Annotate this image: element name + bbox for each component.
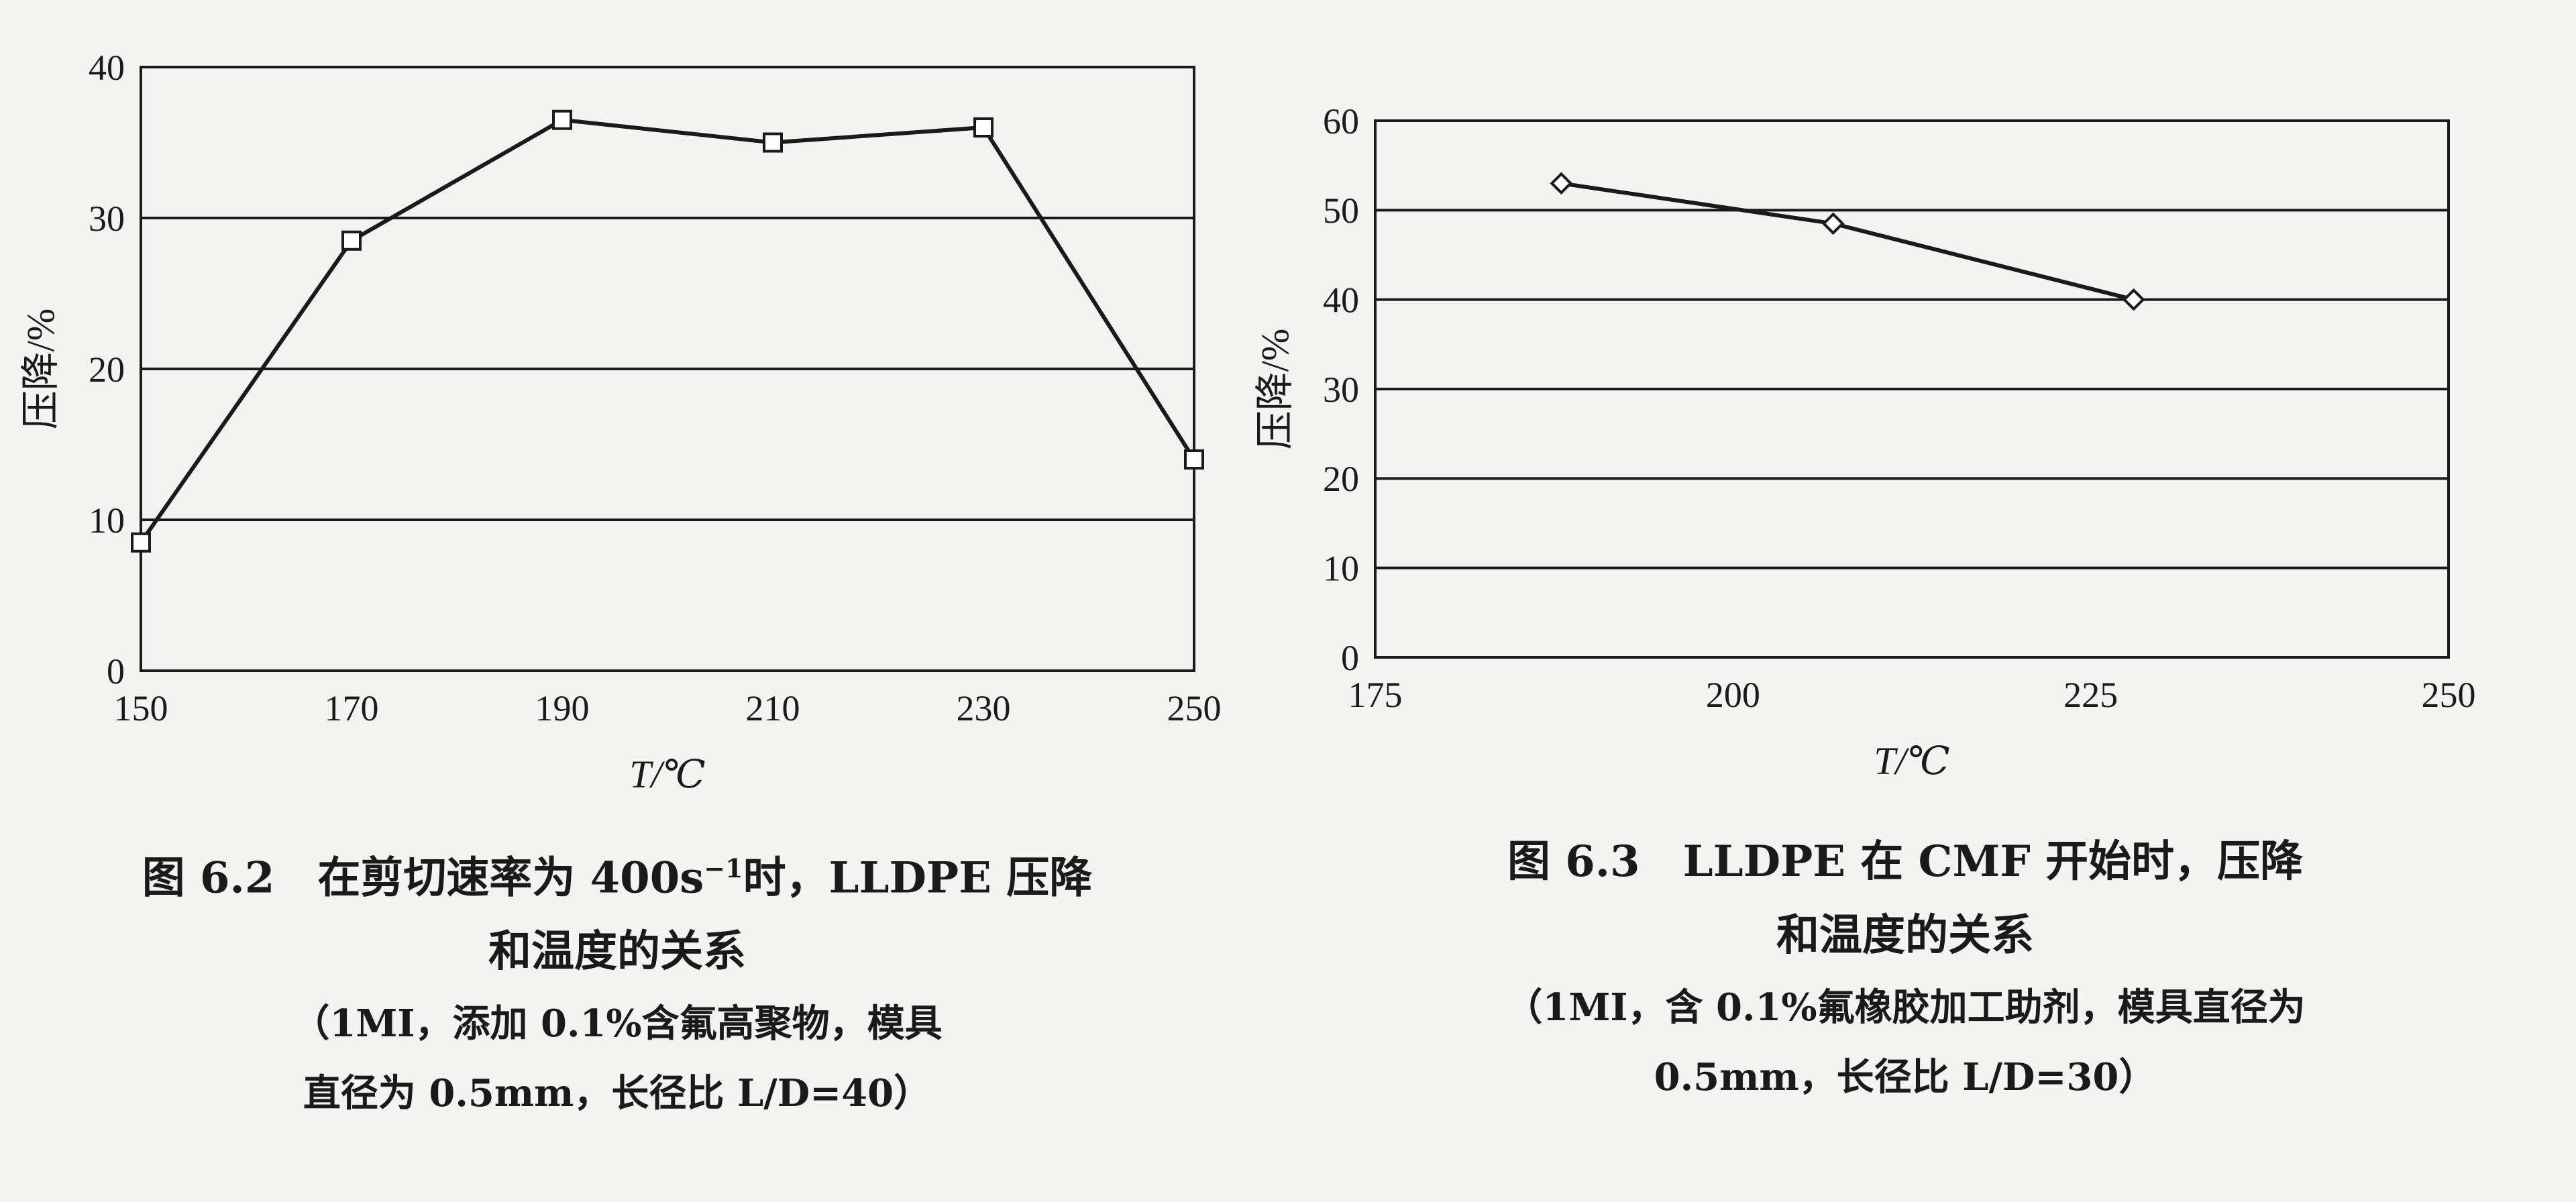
y-tick-label-60: 60 [1323, 101, 1359, 142]
y-axis-label: 压降/% [1253, 329, 1297, 449]
series-line [139, 117, 1196, 544]
caption-fig-6-3-line2: 和温度的关系 [1776, 910, 2034, 961]
caption-fig-6-2-note2: 直径为 0.5mm，长径比 L/D=40） [303, 1071, 932, 1116]
caption-fig-6-2-superscript: −1 [704, 853, 743, 883]
caption-fig-6-2-line1-suffix: 时，LLDPE 压降 [743, 853, 1093, 904]
x-tick-label-225: 225 [2063, 675, 2118, 715]
x-tick-label-175: 175 [1348, 675, 1403, 715]
y-tick-label-20: 20 [89, 349, 125, 390]
y-tick-label-40: 40 [89, 48, 125, 88]
data-point-228 [2122, 288, 2145, 311]
data-point-170 [341, 230, 362, 251]
data-point-207 [1821, 212, 1845, 235]
y-tick-label-10: 10 [1323, 549, 1359, 589]
data-point-188 [1550, 172, 1573, 195]
y-axis-label: 压降/% [19, 309, 62, 429]
x-tick-label-200: 200 [1706, 675, 1760, 715]
x-tick-label-230: 230 [957, 688, 1011, 728]
y-tick-label-50: 50 [1323, 190, 1359, 231]
x-tick-label-250: 250 [2422, 675, 2476, 715]
y-tick-label-20: 20 [1323, 459, 1359, 499]
caption-fig-6-2-note1: （1MI，添加 0.1%含氟高聚物，模具 [292, 1001, 943, 1046]
data-point-190 [552, 109, 572, 130]
x-tick-label-170: 170 [325, 688, 379, 728]
caption-fig-6-3: 图 6.3 LLDPE 在 CMF 开始时，压降 和温度的关系 （1MI，含 0… [1355, 825, 2455, 1112]
x-tick-label-190: 190 [535, 688, 590, 728]
y-tick-label-30: 30 [89, 199, 125, 239]
caption-fig-6-2-line1-prefix: 图 6.2 在剪切速率为 400s [142, 853, 704, 904]
data-point-150 [131, 532, 151, 553]
caption-fig-6-2: 图 6.2 在剪切速率为 400s−1时，LLDPE 压降 和温度的关系 （1M… [40, 832, 1194, 1128]
y-tick-label-10: 10 [89, 500, 125, 541]
caption-fig-6-2-line2: 和温度的关系 [488, 926, 746, 977]
data-point-230 [973, 117, 994, 138]
x-tick-label-210: 210 [746, 688, 800, 728]
x-tick-label-150: 150 [114, 688, 168, 728]
x-axis-label: T/℃ [629, 753, 705, 796]
caption-fig-6-3-note1: （1MI，含 0.1%氟橡胶加工助剂，模具直径为 [1505, 985, 2306, 1030]
y-tick-label-40: 40 [1323, 280, 1359, 321]
x-tick-label-250: 250 [1167, 688, 1222, 728]
y-tick-label-30: 30 [1323, 370, 1359, 410]
caption-fig-6-2-line1: 图 6.2 在剪切速率为 400s−1时，LLDPE 压降 [40, 832, 1194, 915]
caption-fig-6-3-line1: 图 6.3 LLDPE 在 CMF 开始时，压降 [1507, 836, 2304, 887]
data-point-210 [763, 132, 783, 153]
y-tick-label-0: 0 [1341, 638, 1359, 678]
chart-fig-6-2: 0 10 20 30 40 150 170 190 210 230 250 T/℃ 压降/% [19, 48, 1222, 796]
data-point-250 [1184, 449, 1204, 470]
caption-fig-6-3-note2: 0.5mm，长径比 L/D=30） [1654, 1055, 2157, 1099]
series-line [1560, 181, 2135, 302]
y-tick-label-0: 0 [107, 651, 125, 692]
chart-fig-6-3: 0 10 20 30 40 50 60 175 200 225 250 T/℃ 压降/% [1253, 101, 2476, 783]
x-axis-label: T/℃ [1874, 739, 1949, 783]
